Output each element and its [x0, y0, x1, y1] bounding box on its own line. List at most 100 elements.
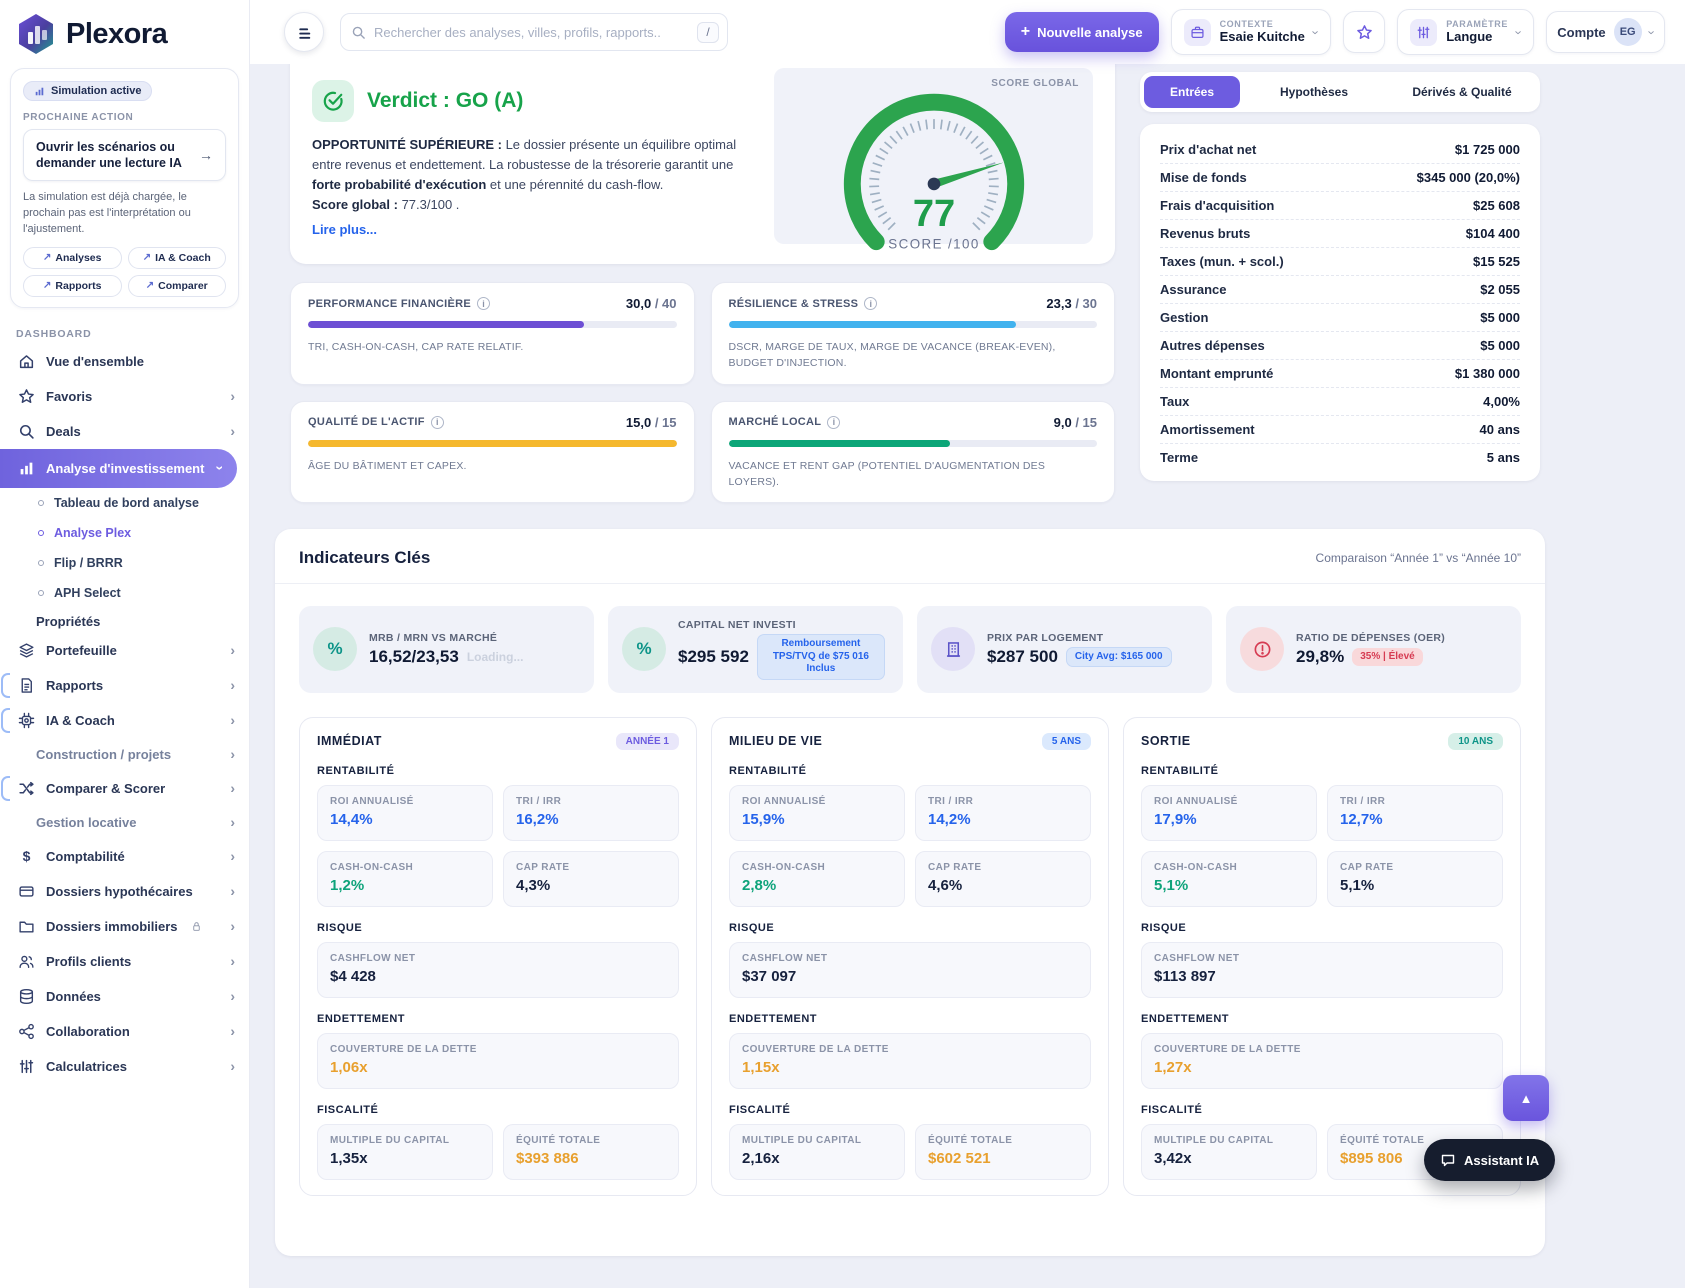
metric-couverture-dette: COUVERTURE DE LA DETTE 1,06x — [317, 1032, 679, 1089]
table-row: Gestion $5 000 — [1160, 304, 1520, 332]
quicklink-comparer[interactable]: ↗ Comparer — [127, 274, 226, 297]
building-icon — [931, 627, 975, 672]
arrow-up-icon: ▲ — [1519, 1090, 1533, 1106]
table-row: Terme 5 ans — [1160, 450, 1520, 465]
chevron-right-icon: › — [230, 848, 235, 865]
chevron-right-icon: › — [230, 988, 235, 1005]
chevron-right-icon: › — [230, 388, 235, 405]
period-columns: IMMÉDIAT ANNÉE 1 RENTABILITÉ ROI ANNUALI… — [275, 693, 1545, 1196]
progress-bar — [308, 321, 677, 328]
inputs-table: Prix d'achat net $1 725 000 Mise de fonds… — [1140, 124, 1540, 481]
sidebar-item-ia-coach[interactable]: IA & Coach › — [0, 703, 249, 738]
search-input[interactable]: Rechercher des analyses, villes, profils… — [340, 13, 728, 51]
sidebar-subitem-aph-select[interactable]: APH Select — [0, 578, 249, 608]
score-global-label: SCORE GLOBAL — [991, 78, 1079, 89]
sidebar-item-portefeuille[interactable]: Portefeuille › — [0, 633, 249, 668]
scroll-to-top-button[interactable]: ▲ — [1503, 1075, 1549, 1121]
favorite-button[interactable] — [1343, 11, 1386, 53]
info-icon[interactable]: i — [430, 415, 444, 429]
bullet-icon — [38, 589, 44, 596]
metric-couverture-dette: COUVERTURE DE LA DETTE 1,15x — [729, 1032, 1091, 1089]
brand[interactable]: Plexora — [0, 0, 249, 66]
chevron-right-icon: › — [230, 1058, 235, 1075]
metric-cashflow-net: CASHFLOW NET $4 428 — [317, 941, 679, 998]
info-icon[interactable]: i — [827, 415, 841, 429]
sliders-icon — [1410, 18, 1438, 46]
metric-cashflow-net: CASHFLOW NET $113 897 — [1141, 941, 1503, 998]
quicklink-rapports[interactable]: ↗ Rapports — [23, 274, 122, 297]
sidebar-subitem-tableau-de-bord-analyse[interactable]: Tableau de bord analyse — [0, 488, 249, 518]
search-placeholder: Rechercher des analyses, villes, profils… — [374, 24, 661, 40]
sidebar-item-dossiers-hypothecaires[interactable]: Dossiers hypothécaires › — [0, 874, 249, 909]
sidebar-item-profils-clients[interactable]: Profils clients › — [0, 944, 249, 979]
sidebar-item-rapports[interactable]: Rapports › — [0, 668, 249, 703]
new-analysis-button[interactable]: + Nouvelle analyse — [1004, 12, 1159, 52]
sidebar-item-dossiers-immobiliers[interactable]: Dossiers immobiliers › — [0, 909, 249, 944]
sidebar-item-collaboration[interactable]: Collaboration › — [0, 1014, 249, 1049]
sidebar-item-vue-densemble[interactable]: Vue d'ensemble — [0, 344, 249, 379]
sidebar-item-deals[interactable]: Deals › — [0, 414, 249, 449]
sidebar-item-comparer-scorer[interactable]: Comparer & Scorer › — [0, 771, 249, 806]
lock-icon — [191, 921, 202, 932]
metric-tri-irr: TRI / IRR 12,7% — [1327, 784, 1503, 841]
simulation-description: La simulation est déjà chargée, le proch… — [23, 191, 191, 235]
tps-tvq-badge: Remboursement TPS/TVQ de $75 016 Inclus — [756, 634, 885, 680]
tab-derives-qualite[interactable]: Dérivés & Qualité — [1412, 85, 1512, 99]
sidebar: Plexora Simulation active PROCHAINE ACTI… — [0, 0, 250, 1288]
section-proprietes: Propriétés — [36, 613, 101, 629]
svg-text:SCORE /100: SCORE /100 — [888, 237, 979, 252]
sidebar-item-comptabilite[interactable]: $ Comptabilité › — [0, 839, 249, 874]
check-circle-icon — [312, 80, 354, 122]
bar-chart-icon — [18, 460, 35, 477]
inputs-tabs: Entrées Hypothèses Dérivés & Qualité — [1140, 72, 1540, 112]
sidebar-item-analyse-investissement[interactable]: Analyse d'investissement › — [0, 448, 237, 488]
sidebar-item-calculatrices[interactable]: Calculatrices › — [0, 1049, 249, 1084]
parameter-dropdown[interactable]: PARAMÈTRE Langue › — [1397, 9, 1535, 55]
svg-text:77: 77 — [912, 193, 954, 235]
period-card-milieu-de-vie: MILIEU DE VIE 5 ANS RENTABILITÉ ROI ANNU… — [711, 716, 1109, 1196]
tab-entrees[interactable]: Entrées — [1144, 76, 1240, 108]
period-card-sortie: SORTIE 10 ANS RENTABILITÉ ROI ANNUALISÉ 1… — [1123, 716, 1521, 1196]
quicklink-ia-coach[interactable]: ↗ IA & Coach — [127, 246, 226, 269]
avatar: EG — [1613, 18, 1642, 46]
tab-hypotheses[interactable]: Hypothèses — [1279, 85, 1349, 99]
sidebar-item-donnees[interactable]: Données › — [0, 979, 249, 1014]
metric-couverture-dette: COUVERTURE DE LA DETTE 1,27x — [1141, 1032, 1503, 1089]
brand-name: Plexora — [66, 17, 168, 50]
chevron-right-icon: › — [230, 883, 235, 900]
sidebar-subitem-analyse-plex[interactable]: Analyse Plex — [0, 518, 249, 548]
users-icon — [18, 953, 35, 970]
external-link-icon: ↗ — [145, 280, 155, 292]
info-icon[interactable]: i — [477, 297, 491, 310]
external-link-icon: ↗ — [142, 252, 152, 264]
menu-button[interactable] — [284, 12, 324, 52]
chevron-right-icon: › — [230, 918, 235, 935]
quicklink-analyses[interactable]: ↗ Analyses — [23, 246, 122, 269]
search-shortcut-key: / — [697, 21, 719, 43]
info-icon[interactable]: i — [864, 297, 878, 310]
chevron-down-icon: › — [1308, 29, 1324, 35]
bullet-icon — [38, 529, 44, 536]
kpi-ratio-depenses: RATIO DE DÉPENSES (OER) 29,8% 35% | Élev… — [1226, 606, 1521, 693]
assistant-ia-button[interactable]: Assistant IA — [1424, 1139, 1556, 1181]
context-dropdown[interactable]: CONTEXTE Esaie Kuitche › — [1170, 9, 1332, 55]
plus-icon: + — [1020, 23, 1031, 40]
dollar-icon: $ — [22, 848, 31, 865]
chevron-down-icon: › — [1511, 29, 1527, 35]
comparison-note: Comparaison “Année 1” vs “Année 10” — [1315, 551, 1521, 566]
next-action-card[interactable]: Ouvrir les scénarios ou demander une lec… — [23, 128, 226, 181]
metric-cap-rate: CAP RATE 5,1% — [1327, 850, 1503, 907]
table-row: Prix d'achat net $1 725 000 — [1160, 136, 1520, 164]
sidebar-subitem-flip-brrr[interactable]: Flip / BRRR — [0, 548, 249, 578]
sidebar-item-gestion-locative[interactable]: Gestion locative › — [36, 814, 235, 831]
metric-cash-on-cash: CASH-ON-CASH 1,2% — [317, 850, 493, 907]
simulation-panel: Simulation active PROCHAINE ACTION Ouvri… — [10, 68, 239, 308]
main-content: Verdict : GO (A) OPPORTUNITÉ SUPÉRIEURE … — [250, 64, 1685, 1288]
sidebar-item-favoris[interactable]: Favoris › — [0, 379, 249, 414]
read-more-link[interactable]: Lire plus... — [312, 221, 378, 237]
inputs-panel: Entrées Hypothèses Dérivés & Qualité Pri… — [1140, 64, 1540, 503]
oer-level-badge: 35% | Élevé — [1352, 647, 1423, 667]
account-menu[interactable]: Compte EG › — [1546, 11, 1665, 53]
top-header: Rechercher des analyses, villes, profils… — [250, 0, 1685, 64]
sidebar-item-construction-projets[interactable]: Construction / projets › — [36, 746, 235, 763]
